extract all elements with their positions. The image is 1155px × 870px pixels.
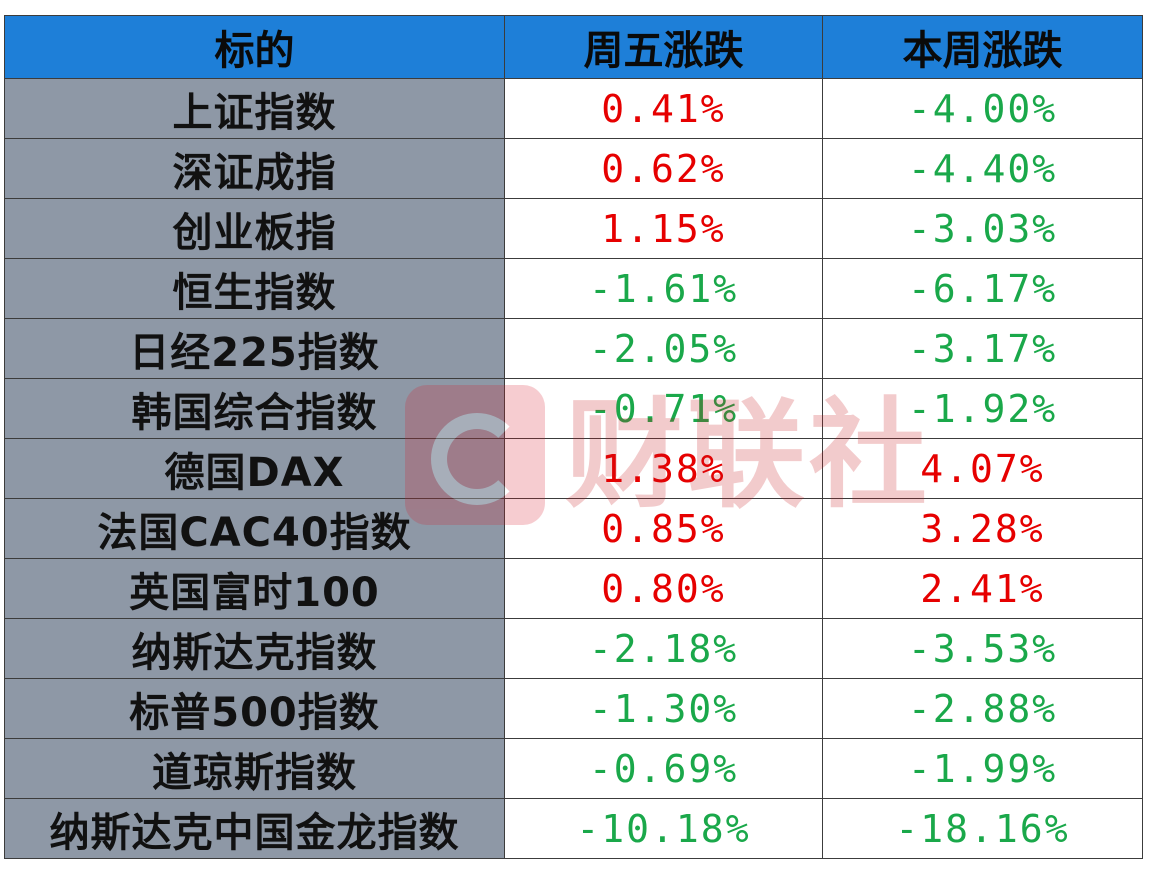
index-name: 深证成指 bbox=[4, 138, 505, 199]
index-name: 创业板指 bbox=[4, 198, 505, 259]
friday-change-value: 0.62% bbox=[504, 138, 823, 199]
table-row: 韩国综合指数 -0.71% -1.92% bbox=[4, 378, 1143, 439]
table-row: 日经225指数 -2.05% -3.17% bbox=[4, 318, 1143, 379]
index-name: 道琼斯指数 bbox=[4, 738, 505, 799]
friday-change-value: -0.71% bbox=[504, 378, 823, 439]
header-friday-change: 周五涨跌 bbox=[504, 15, 823, 79]
friday-change-value: 0.85% bbox=[504, 498, 823, 559]
weekly-change-value: -1.99% bbox=[822, 738, 1143, 799]
friday-change-value: -1.30% bbox=[504, 678, 823, 739]
table-row: 深证成指 0.62% -4.40% bbox=[4, 138, 1143, 199]
weekly-change-value: -18.16% bbox=[822, 798, 1143, 859]
friday-change-value: 0.80% bbox=[504, 558, 823, 619]
index-name: 德国DAX bbox=[4, 438, 505, 499]
table-row: 恒生指数 -1.61% -6.17% bbox=[4, 258, 1143, 319]
weekly-change-value: -3.53% bbox=[822, 618, 1143, 679]
table-row: 道琼斯指数 -0.69% -1.99% bbox=[4, 738, 1143, 799]
table-row: 创业板指 1.15% -3.03% bbox=[4, 198, 1143, 259]
index-name: 纳斯达克中国金龙指数 bbox=[4, 798, 505, 859]
table-row: 上证指数 0.41% -4.00% bbox=[4, 78, 1143, 139]
index-name: 恒生指数 bbox=[4, 258, 505, 319]
market-table: 标的 周五涨跌 本周涨跌 上证指数 0.41% -4.00% 深证成指 0.62% -4.… bbox=[4, 15, 1143, 859]
index-name: 法国CAC40指数 bbox=[4, 498, 505, 559]
weekly-change-value: 3.28% bbox=[822, 498, 1143, 559]
index-name: 日经225指数 bbox=[4, 318, 505, 379]
header-target: 标的 bbox=[4, 15, 505, 79]
table-row: 纳斯达克中国金龙指数 -10.18% -18.16% bbox=[4, 798, 1143, 859]
friday-change-value: -10.18% bbox=[504, 798, 823, 859]
weekly-change-value: 2.41% bbox=[822, 558, 1143, 619]
weekly-change-value: 4.07% bbox=[822, 438, 1143, 499]
header-row: 标的 周五涨跌 本周涨跌 bbox=[4, 15, 1143, 79]
table-row: 法国CAC40指数 0.85% 3.28% bbox=[4, 498, 1143, 559]
friday-change-value: -2.18% bbox=[504, 618, 823, 679]
index-name: 英国富时100 bbox=[4, 558, 505, 619]
friday-change-value: 0.41% bbox=[504, 78, 823, 139]
index-name: 标普500指数 bbox=[4, 678, 505, 739]
weekly-change-value: -3.17% bbox=[822, 318, 1143, 379]
weekly-change-value: -1.92% bbox=[822, 378, 1143, 439]
table-row: 纳斯达克指数 -2.18% -3.53% bbox=[4, 618, 1143, 679]
friday-change-value: -1.61% bbox=[504, 258, 823, 319]
table-body: 上证指数 0.41% -4.00% 深证成指 0.62% -4.40% 创业板指 1.15% -… bbox=[4, 78, 1143, 859]
index-name: 韩国综合指数 bbox=[4, 378, 505, 439]
table-row: 英国富时100 0.80% 2.41% bbox=[4, 558, 1143, 619]
friday-change-value: 1.38% bbox=[504, 438, 823, 499]
index-name: 纳斯达克指数 bbox=[4, 618, 505, 679]
weekly-change-value: -6.17% bbox=[822, 258, 1143, 319]
weekly-change-value: -4.40% bbox=[822, 138, 1143, 199]
table-row: 德国DAX 1.38% 4.07% bbox=[4, 438, 1143, 499]
index-name: 上证指数 bbox=[4, 78, 505, 139]
friday-change-value: 1.15% bbox=[504, 198, 823, 259]
weekly-change-value: -3.03% bbox=[822, 198, 1143, 259]
table-row: 标普500指数 -1.30% -2.88% bbox=[4, 678, 1143, 739]
weekly-change-value: -2.88% bbox=[822, 678, 1143, 739]
header-weekly-change: 本周涨跌 bbox=[822, 15, 1143, 79]
friday-change-value: -0.69% bbox=[504, 738, 823, 799]
weekly-change-value: -4.00% bbox=[822, 78, 1143, 139]
friday-change-value: -2.05% bbox=[504, 318, 823, 379]
